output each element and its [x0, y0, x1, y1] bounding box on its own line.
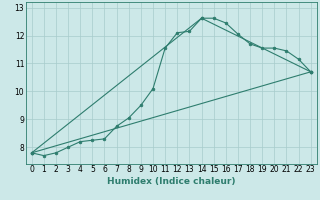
X-axis label: Humidex (Indice chaleur): Humidex (Indice chaleur): [107, 177, 236, 186]
